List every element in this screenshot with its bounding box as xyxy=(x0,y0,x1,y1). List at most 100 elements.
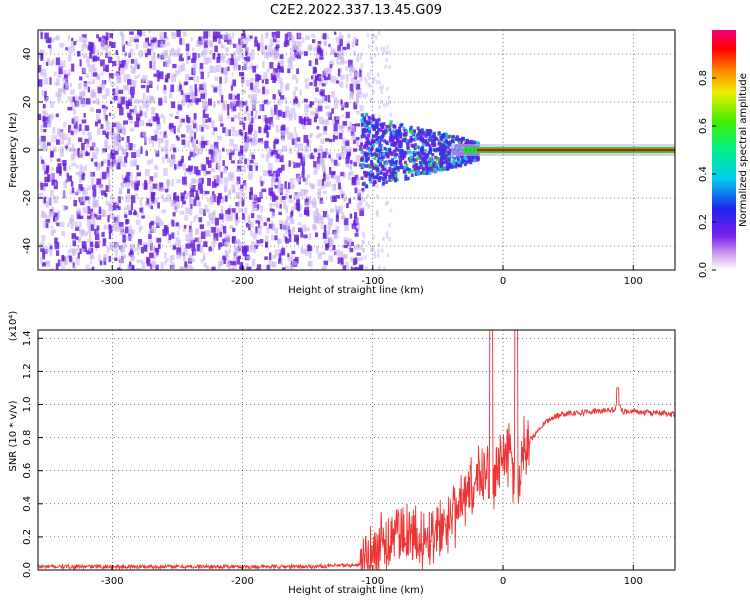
spectrogram-cell xyxy=(80,201,85,206)
spectrogram-cell xyxy=(294,51,298,58)
spectrogram-cell xyxy=(345,111,350,119)
spectrogram-cell xyxy=(85,98,91,105)
spectrogram-cell xyxy=(272,176,275,180)
spectrogram-cell xyxy=(373,251,377,255)
spectrogram-cell xyxy=(76,208,81,215)
spectrogram-cell xyxy=(290,216,294,224)
spectrogram-cell xyxy=(274,195,279,201)
spectrogram-cell xyxy=(154,197,158,202)
spectrogram-cell xyxy=(42,115,46,122)
spectrogram-cell xyxy=(319,197,323,204)
spectrogram-cell xyxy=(283,201,287,209)
spectrogram-cell xyxy=(322,151,327,158)
spectrogram-cell xyxy=(150,222,153,226)
spectrogram-cell xyxy=(422,139,426,144)
spectrogram-cell xyxy=(235,130,239,137)
spectrogram-cell xyxy=(409,135,413,140)
spectrogram-cell xyxy=(254,79,259,87)
spectrogram-cell xyxy=(340,57,345,63)
spectrogram-cell xyxy=(380,149,384,154)
spectrogram-cell xyxy=(92,184,96,190)
spectrogram-cell xyxy=(85,142,90,149)
spectrogram-cell xyxy=(398,139,402,143)
spectrogram-cell xyxy=(432,162,436,166)
spectrogram-cell xyxy=(294,87,298,91)
spectrogram-cell xyxy=(366,117,370,122)
spectrogram-cell xyxy=(322,119,327,125)
spectrogram-cell xyxy=(424,138,428,143)
spectrogram-cell xyxy=(184,74,190,81)
spectrogram-cell xyxy=(365,159,368,163)
spectrogram-cell xyxy=(418,130,422,134)
spectrogram-cell xyxy=(382,182,385,186)
spectrogram-cell xyxy=(371,143,375,148)
spectrogram-cell xyxy=(185,43,190,52)
spectrogram-cell xyxy=(95,97,100,105)
spectrogram-cell xyxy=(417,167,421,171)
spectrogram-cell xyxy=(129,120,133,124)
spectrogram-cell xyxy=(384,180,388,184)
spectrogram-cell xyxy=(213,87,218,93)
spectrogram-cell xyxy=(308,232,312,241)
spectrogram-cell xyxy=(254,36,258,41)
spectrogram-cell xyxy=(373,156,377,161)
spectrogram-cell xyxy=(342,121,348,126)
spectrogram-cell xyxy=(266,102,271,106)
spectrogram-cell xyxy=(332,134,335,142)
spectrogram-cell xyxy=(157,137,163,144)
spectrogram-cell xyxy=(315,112,319,119)
spectrogram-cell xyxy=(333,123,338,132)
spectrogram-cell xyxy=(68,68,71,76)
spectrogram-cell xyxy=(213,127,218,132)
spectrogram-cell xyxy=(288,32,293,39)
spectrogram-cell xyxy=(80,187,85,191)
spectrogram-cell xyxy=(428,138,432,142)
spectrogram-cell xyxy=(39,241,45,249)
spectrogram-cell xyxy=(282,267,286,270)
spectrogram-cell xyxy=(181,99,186,106)
spectrogram-cell xyxy=(251,139,256,147)
spectrogram-cell xyxy=(378,140,382,145)
spectrogram-cell xyxy=(305,227,310,232)
spectrogram-cell xyxy=(80,166,84,174)
spectrogram-cell xyxy=(57,72,62,78)
spectrogram-cell xyxy=(259,104,265,112)
spectrogram-cell xyxy=(329,208,334,213)
spectrogram-cell xyxy=(435,147,439,151)
spectrogram-cell xyxy=(125,179,130,188)
spectrogram-cell xyxy=(136,268,142,270)
spectrogram-cell xyxy=(50,229,54,237)
spectrogram-cell xyxy=(138,120,144,127)
spectrogram-cell xyxy=(385,50,388,55)
spectrogram-cell xyxy=(79,196,85,203)
spectrogram-cell xyxy=(287,68,291,74)
spectrogram-cell xyxy=(232,132,235,136)
spectrogram-cell xyxy=(355,217,358,224)
spectrogram-cell xyxy=(172,212,176,217)
spectrogram-cell xyxy=(180,90,184,95)
spectrogram-cell xyxy=(428,135,432,140)
spectrogram-cell xyxy=(182,176,187,185)
spectrogram-cell xyxy=(198,36,202,42)
spectrogram-cell xyxy=(59,43,64,48)
spectrogram-cell xyxy=(90,72,95,77)
spectrogram-cell xyxy=(100,71,104,76)
spectrogram-cell xyxy=(452,161,456,166)
spectrogram-cell xyxy=(54,82,59,86)
spectrogram-cell xyxy=(425,142,429,147)
spectrogram-cell xyxy=(101,161,104,167)
spectrogram-cell xyxy=(224,195,228,202)
spectrogram-cell xyxy=(239,262,244,270)
spectrogram-cell xyxy=(40,257,43,264)
spectrogram-cell xyxy=(417,154,421,158)
spectrogram-cell xyxy=(331,158,334,163)
spectrogram-cell xyxy=(268,117,273,125)
spectrogram-cell xyxy=(97,76,101,81)
spectrogram-cell xyxy=(454,165,458,169)
spectrogram-cell xyxy=(287,61,292,68)
spectrogram-cell xyxy=(408,150,412,155)
spectrogram-cell xyxy=(279,54,284,60)
spectrogram-cell xyxy=(140,146,143,154)
spectrogram-cell xyxy=(162,39,165,45)
spectrogram-cell xyxy=(388,175,392,179)
